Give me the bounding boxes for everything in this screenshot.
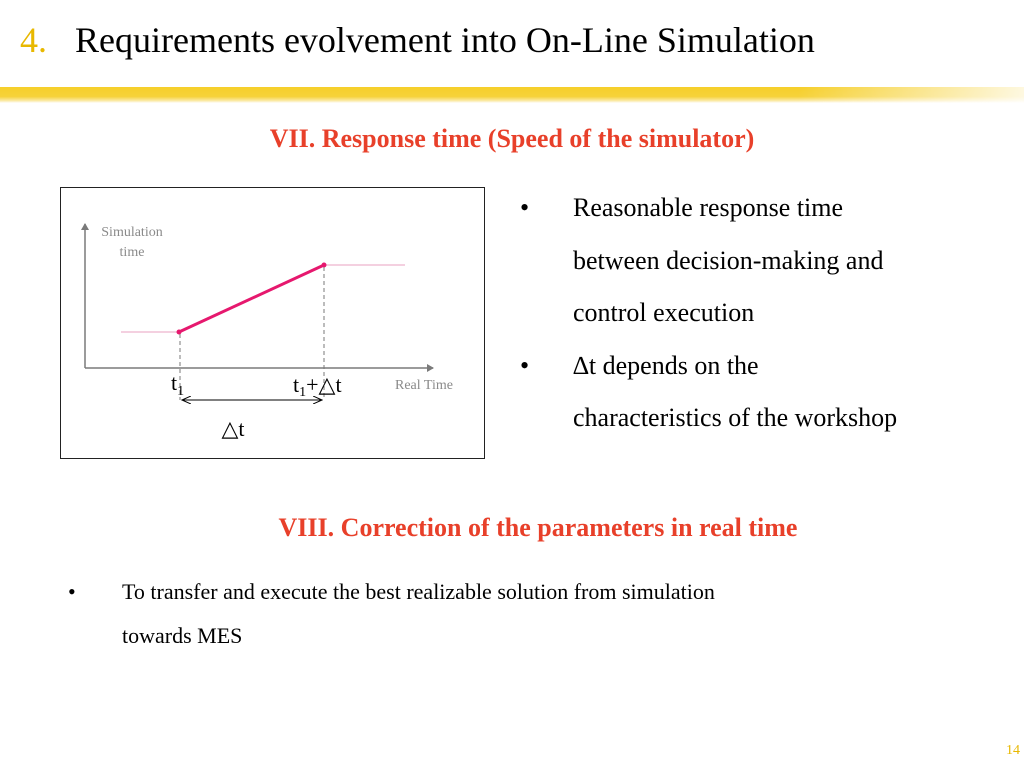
bullet-text-line: characteristics of the workshop	[573, 403, 898, 432]
bullet-response-time: • Reasonable response time between decis…	[520, 182, 1020, 340]
page-number: 14	[1006, 743, 1020, 758]
slide-title-number: 4.	[20, 20, 47, 60]
response-time-diagram-svg: Simulation time Real Time t1 t1+△t △t	[81, 223, 453, 441]
title-underline-bar	[0, 87, 1024, 103]
t1-plus-delta-t-label: t1+△t	[293, 372, 342, 400]
ramp-line	[178, 263, 325, 334]
x-axis-label: Real Time	[395, 378, 453, 393]
response-time-diagram: Simulation time Real Time t1 t1+△t △t	[60, 187, 485, 459]
section-7-heading: VII. Response time (Speed of the simulat…	[269, 124, 755, 153]
ramp-end-point	[321, 262, 327, 268]
bullet-text-line: ∆t depends on the	[573, 350, 759, 380]
slide-title-text: Requirements evolvement into On-Line Sim…	[75, 20, 815, 60]
bullet-transfer-solution: • To transfer and execute the best reali…	[68, 570, 968, 658]
bullet-symbol: •	[520, 193, 530, 222]
section-7-bullet-list: • Reasonable response time between decis…	[520, 182, 1020, 445]
bullet-delta-t: • ∆t depends on the characteristics of t…	[520, 340, 1020, 445]
bullet-symbol: •	[68, 579, 76, 604]
y-axis-label-line2: time	[120, 245, 145, 260]
t1-label: t1	[171, 370, 184, 399]
section-8-bullet-list: • To transfer and execute the best reali…	[68, 570, 968, 658]
y-axis-label-line1: Simulation	[101, 225, 162, 240]
bullet-text-line: Reasonable response time	[573, 193, 844, 222]
ramp-start-point	[176, 329, 182, 335]
bullet-text-line: To transfer and execute the best realiza…	[122, 579, 715, 604]
section-8-heading: VIII. Correction of the parameters in re…	[278, 513, 798, 542]
bullet-text-line: towards MES	[122, 623, 243, 648]
bullet-text-line: between decision-making and	[573, 245, 884, 275]
delta-t-label: △t	[221, 416, 244, 441]
bullet-symbol: •	[520, 350, 530, 380]
bullet-text-line: control execution	[573, 298, 755, 327]
